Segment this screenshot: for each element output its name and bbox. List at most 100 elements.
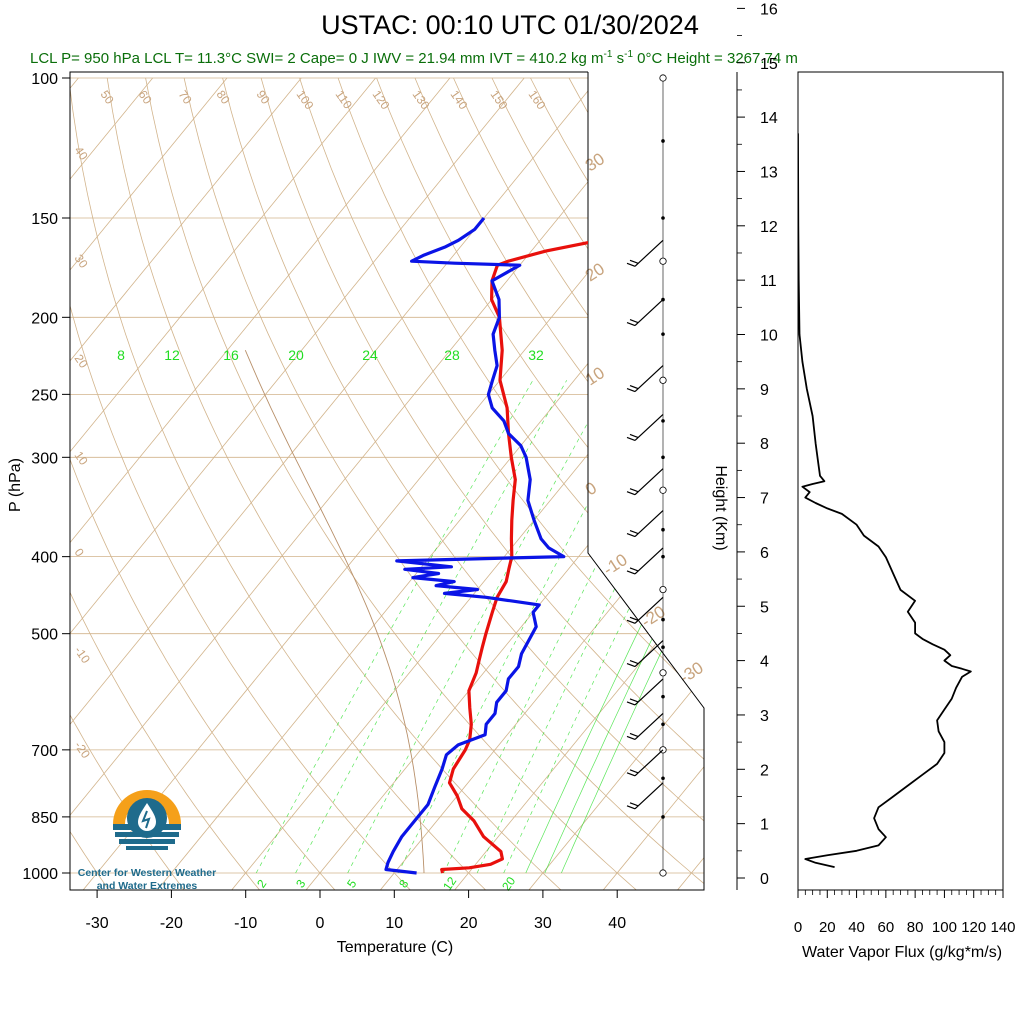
temperature-tick-label: 0	[316, 915, 325, 932]
temperature-tick-label: 10	[385, 915, 403, 932]
dewpoint-line	[384, 216, 566, 875]
dry-adiabat-line	[761, 78, 1024, 890]
mixing-ratio-line	[255, 380, 534, 874]
isotherm-right-label: -30	[676, 658, 707, 687]
barb-station-dot	[661, 722, 665, 727]
barb-station-dot	[661, 776, 665, 781]
pressure-tick-label: 850	[31, 810, 58, 827]
pressure-tick-label: 300	[31, 450, 58, 467]
water-vapor-flux-line	[798, 133, 972, 868]
isotherm-line	[528, 77, 704, 890]
dry-adiabat-label: 110	[333, 88, 356, 112]
wind-barb-shaft	[634, 678, 664, 706]
pressure-tick-label: 200	[31, 310, 58, 327]
logo-text-2: and Water Extremes	[97, 880, 198, 892]
dry-adiabat-label: 120	[370, 88, 393, 113]
height-tick-label: 13	[760, 164, 778, 181]
dry-adiabat-line	[491, 77, 704, 890]
dry-adiabat-line	[70, 78, 185, 890]
dry-adiabat-line	[222, 77, 704, 890]
skewt-y-label: P (hPa)	[7, 458, 24, 512]
barb-station-dot	[661, 554, 665, 559]
skewt-x-label: Temperature (C)	[337, 939, 453, 956]
skewt-series	[384, 216, 671, 875]
wind-barb-shaft	[634, 239, 664, 267]
wind-barb-feather	[629, 616, 639, 621]
dry-adiabat-label: 90	[254, 88, 273, 107]
dry-adiabat-line	[299, 77, 704, 890]
wind-barbs	[626, 74, 667, 877]
barb-station-dot	[661, 617, 665, 622]
logo-sun-arc	[113, 790, 181, 824]
dry-adiabat-label: 160	[526, 88, 549, 113]
wind-barb-shaft	[634, 640, 664, 667]
mixing-ratio-line	[561, 380, 704, 874]
height-tick-label: 6	[760, 545, 769, 562]
dry-adiabat-label: 100	[294, 88, 317, 113]
wind-barb-shaft	[634, 299, 664, 327]
barb-station-dot	[661, 455, 665, 460]
dry-adiabat-line	[70, 77, 411, 890]
logo-water-band-4	[126, 846, 168, 850]
barb-station-circle	[659, 669, 667, 677]
dry-adiabat-label: 130	[410, 88, 433, 113]
logo-drop-inner	[141, 810, 151, 829]
mixing-ratio-label: 24	[362, 347, 378, 363]
wind-barb-feather	[626, 662, 636, 668]
skewt-background-labels: 50 60 70 80 90 100 110 120 130 140 150 160403020100…	[72, 88, 707, 894]
height-tick-label: 15	[760, 56, 778, 73]
chart-title: USTAC: 00:10 UTC 01/30/2024	[321, 10, 699, 40]
flux-tick-label: 60	[878, 919, 895, 936]
logo-water-band-3	[119, 839, 175, 844]
barb-station-dot	[661, 645, 665, 650]
barb-station-dot	[661, 694, 665, 699]
isotherm-line	[305, 77, 704, 890]
isotherm-line	[752, 78, 1024, 890]
isotherm-left-label: 40	[72, 144, 91, 163]
pressure-tick-label: 250	[31, 387, 58, 404]
dry-adiabat-line	[337, 77, 704, 890]
wind-barb-shaft	[634, 596, 664, 624]
wind-barb-feather	[629, 659, 639, 665]
wind-barb-shaft	[634, 547, 664, 575]
temperature-tick-label: -10	[234, 915, 257, 932]
mixing-ratio-label: 32	[528, 347, 544, 363]
stats-end: 0°C Height = 3267.74 m	[633, 50, 798, 67]
wind-barb-feather	[626, 619, 636, 624]
wind-barb-feather	[626, 532, 636, 538]
wind-barb-feather	[629, 769, 639, 774]
temperature-tick-label: -30	[86, 915, 109, 932]
wind-barb-feather	[629, 802, 639, 807]
skewt-background	[0, 77, 1024, 890]
temperature-tick-label: 20	[460, 915, 478, 932]
mixing-ratio-label: 8	[117, 347, 125, 363]
flux-tick-label: 40	[848, 919, 865, 936]
flux-tick-label: 0	[794, 919, 802, 936]
mixing-ratio-label: 2	[254, 877, 269, 891]
isotherm-right-label: 0	[582, 478, 600, 499]
mixing-ratio-line	[347, 380, 612, 874]
pressure-tick-label: 100	[31, 71, 58, 88]
wind-barb-feather	[629, 433, 639, 439]
dry-adiabat-line	[453, 77, 704, 890]
isotherm-line	[82, 77, 704, 890]
height-tick-label: 0	[760, 871, 769, 888]
height-tick-label: 14	[760, 110, 778, 127]
isotherm-line	[70, 77, 302, 890]
temperature-tick-label: -20	[160, 915, 183, 932]
isotherm-line	[0, 78, 4, 890]
flux-frame	[797, 71, 1004, 891]
height-tick-label: 16	[760, 1, 778, 18]
isotherm-line	[70, 77, 451, 890]
cw3e-logo: Center for Western Weather and Water Ext…	[78, 790, 216, 892]
barb-station-dot	[661, 216, 665, 220]
pressure-tick-label: 1000	[22, 866, 58, 883]
dry-adiabat-line	[145, 77, 637, 890]
isotherm-left-label: 10	[72, 449, 91, 468]
wind-barb-feather	[626, 388, 636, 393]
height-axis-label: Height (Km)	[712, 465, 729, 550]
dry-adiabat-label: 70	[176, 88, 195, 107]
mixing-ratio-label: 12	[164, 347, 180, 363]
wind-barb-feather	[626, 322, 636, 327]
